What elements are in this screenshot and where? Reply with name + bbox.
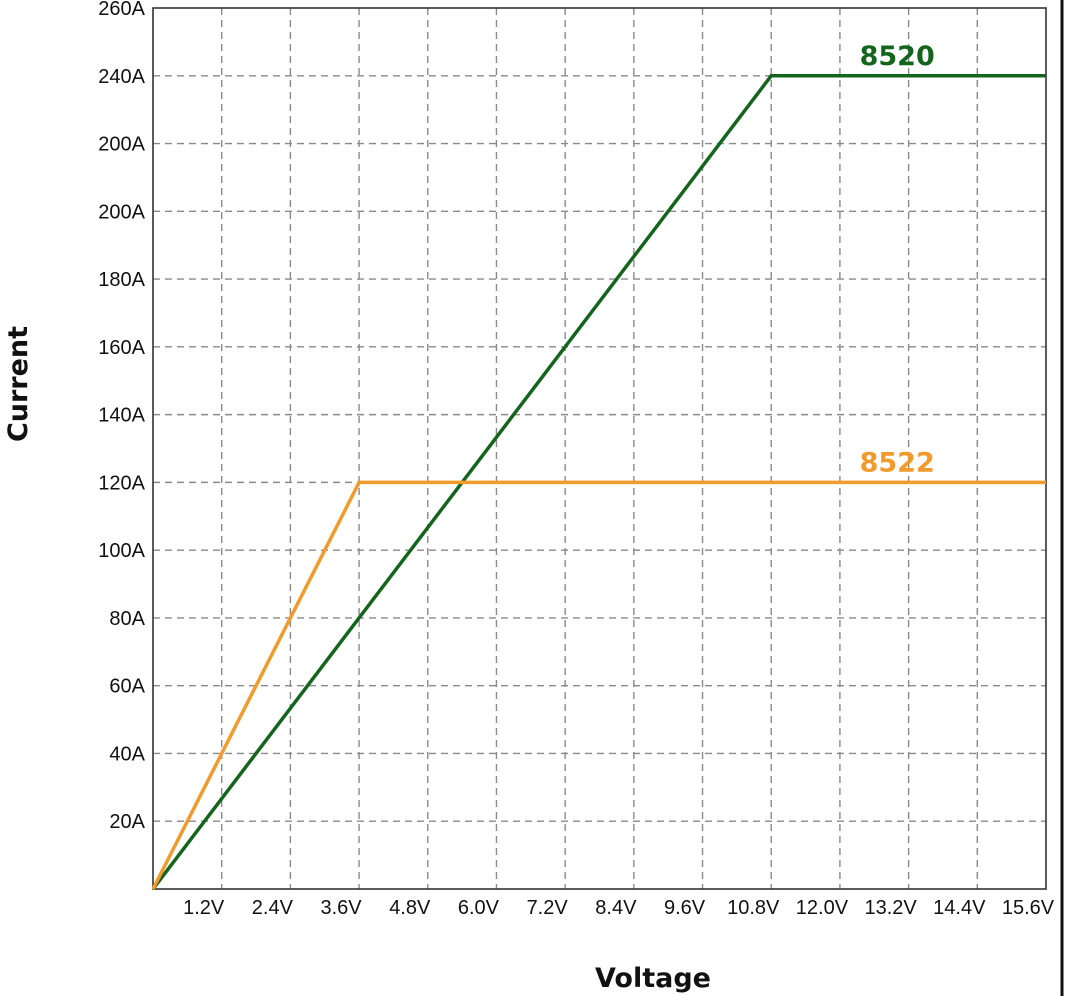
x-tick-label: 2.4V [252,897,294,919]
y-tick-label: 160A [98,337,145,359]
y-tick-label: 200A [98,134,145,156]
y-tick-label: 100A [98,540,145,562]
series-layer: 8520 8522 [151,41,1046,891]
x-tick-label: 4.8V [389,897,431,919]
x-tick-label: 12.0V [796,897,849,919]
x-tick-label: 6.0V [458,897,500,919]
plot-frame [152,7,1047,890]
y-axis-title: Current [3,326,34,442]
y-tick-label: 40A [109,743,145,765]
x-tick-label: 13.2V [864,897,917,919]
y-tick-label: 60A [109,676,145,698]
y-tick-label: 200A [98,201,145,223]
series-line-8522 [151,480,1046,890]
y-tick-label: 120A [98,472,145,494]
series-label-8520: 8520 [860,41,935,72]
x-tick-label: 3.6V [320,897,362,919]
x-tick-label: 14.4V [933,897,986,919]
series-label-8522: 8522 [860,447,935,478]
x-tick-label: 15.6V [1002,897,1055,919]
y-tick-label: 240A [98,66,145,88]
x-tick-label: 7.2V [527,897,569,919]
y-tick-label: 260A [98,0,145,20]
x-axis-ticks: 1.2V 2.4V 3.6V 4.8V 6.0V 7.2V 8.4V 9.6V 10.8V 12.… [183,897,1055,919]
x-tick-label: 8.4V [595,897,637,919]
x-tick-label: 1.2V [183,897,225,919]
x-tick-label: 9.6V [664,897,706,919]
y-tick-label: 20A [109,811,145,833]
x-axis-title: Voltage [595,963,711,994]
y-tick-label: 180A [98,269,145,291]
series-line-8520 [151,74,1046,891]
y-tick-label: 140A [98,405,145,427]
y-axis-ticks: 20A 40A 60A 80A 100A 120A 140A 160A 180A 200A 200A… [98,0,145,833]
y-tick-label: 80A [109,608,145,630]
x-tick-label: 10.8V [727,897,780,919]
